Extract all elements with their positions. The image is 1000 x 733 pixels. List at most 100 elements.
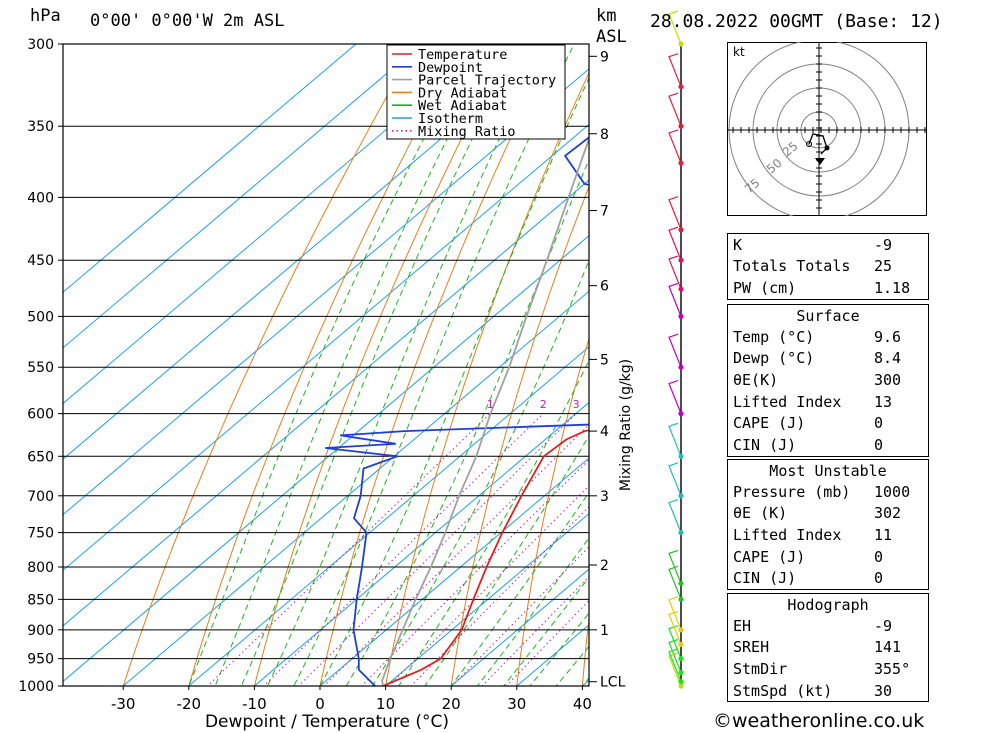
dry-adiabat-line xyxy=(385,71,589,686)
isotherm-line xyxy=(63,235,589,683)
hodograph-trace xyxy=(808,133,828,155)
wind-barb xyxy=(668,648,684,685)
km-tick-label: 9 xyxy=(600,49,609,65)
pressure-tick-label: 700 xyxy=(27,489,54,505)
mixing-ratio-line xyxy=(206,413,491,686)
indices-table: K -9 Totals Totals 25 PW (cm) 1.18 xyxy=(727,233,929,300)
mixing-ratio-line xyxy=(360,459,589,686)
wind-barb xyxy=(668,638,684,676)
pressure-tick-label: 300 xyxy=(27,37,54,53)
wet-adiabat-line xyxy=(424,434,589,686)
mixing-ratio-line xyxy=(481,575,589,686)
km-tick-label: 5 xyxy=(600,352,609,368)
temperature-tick-label: 0 xyxy=(315,695,325,713)
hodograph-unit-label: kt xyxy=(733,45,745,59)
legend-item-label: Isotherm xyxy=(418,111,483,127)
indices-row-pw: PW (cm) 1.18 xyxy=(733,278,911,297)
km-tick-label: 1 xyxy=(600,623,609,639)
wind-barb xyxy=(668,226,684,263)
wet-adiabat-line xyxy=(266,44,547,686)
legend-item-label: Mixing Ratio xyxy=(418,124,516,140)
dry-adiabat-line xyxy=(122,44,418,686)
temperature-tick-label: 10 xyxy=(376,695,395,713)
km-tick-label: 8 xyxy=(600,127,609,143)
dry-adiabat-line xyxy=(963,7,1000,712)
wind-barb xyxy=(668,333,684,370)
legend-item-label: Parcel Trajectory xyxy=(418,73,556,89)
isotherm-line xyxy=(63,44,423,349)
pressure-tick-label: 800 xyxy=(27,560,54,576)
hodograph-table: Hodograph EH -9 SREH 141 StmDir 355° StmSpd… xyxy=(727,593,929,703)
isotherm-line xyxy=(188,346,589,686)
dry-adiabat-line xyxy=(188,44,464,686)
surface-title: Surface xyxy=(796,307,860,325)
isotherm-line xyxy=(384,512,589,686)
isotherm-line xyxy=(63,179,589,627)
hpa-unit-label: hPa xyxy=(30,6,61,26)
surface-table: Surface Temp (°C) 9.6 Dewp (°C) 8.4 θE(K) 3… xyxy=(727,304,929,457)
temperature-tick-label: 20 xyxy=(442,695,461,713)
legend-item-label: Dry Adiabat xyxy=(418,85,507,101)
isotherm-line xyxy=(63,44,357,293)
pressure-tick-label: 550 xyxy=(27,360,54,376)
most-unstable-table: Most Unstable Pressure (mb) 1000 θE (K) 30… xyxy=(727,459,929,590)
km-tick-label: 7 xyxy=(600,204,609,220)
wet-adiabat-line xyxy=(214,44,498,686)
pressure-tick-label: 950 xyxy=(27,652,54,668)
hodograph-table-title: Hodograph xyxy=(787,596,869,614)
pressure-tick-label: 1000 xyxy=(18,679,54,695)
most-unstable-title: Most Unstable xyxy=(769,462,887,480)
wind-barb xyxy=(668,610,684,648)
wind-barb xyxy=(668,596,684,633)
wind-barb xyxy=(668,255,684,292)
temperature-tick-label: 30 xyxy=(507,695,526,713)
credit-link[interactable]: ©weatheronline.co.uk xyxy=(713,710,925,732)
plot-area xyxy=(63,7,1000,712)
isotherm-line xyxy=(122,290,589,686)
legend-item-label: Dewpoint xyxy=(418,60,483,76)
km-unit-label: km xyxy=(596,6,617,26)
mixing-ratio-axis-label: Mixing Ratio (g/kg) xyxy=(618,359,634,491)
wind-barb xyxy=(668,380,684,417)
isotherm-line xyxy=(319,457,589,686)
wind-barb xyxy=(668,499,684,536)
temperature-tick-label: -10 xyxy=(242,695,267,713)
mixing-ratio-line xyxy=(505,599,589,686)
pressure-tick-label: 600 xyxy=(27,407,54,423)
location-title: 0°00' 0°00'W 2m ASL xyxy=(90,11,285,31)
wet-adiabat-line xyxy=(319,77,589,686)
mixing-ratio-line xyxy=(323,424,589,686)
legend-item-label: Temperature xyxy=(418,47,507,63)
wind-barb xyxy=(668,53,684,90)
wind-barb xyxy=(668,129,684,166)
asl-unit-label: ASL xyxy=(596,27,627,47)
temperature-line xyxy=(382,429,589,686)
km-tick-label: LCL xyxy=(600,675,626,691)
wet-adiabat-line xyxy=(371,259,589,686)
dry-adiabat-line xyxy=(253,44,511,686)
mixing-ratio-label: 1 xyxy=(487,398,494,411)
temperature-tick-label: -30 xyxy=(111,695,136,713)
km-tick-label: 2 xyxy=(600,558,609,574)
km-tick-label: 6 xyxy=(600,279,609,295)
indices-row-k: K -9 xyxy=(733,235,893,254)
legend-item-label: Wet Adiabat xyxy=(418,98,507,114)
wind-barb xyxy=(668,92,684,129)
wet-adiabat-line xyxy=(345,158,589,686)
temperature-tick-label: 40 xyxy=(573,695,592,713)
pressure-tick-label: 350 xyxy=(27,119,54,135)
wind-barb xyxy=(668,422,684,459)
pressure-tick-label: 450 xyxy=(27,253,54,269)
isotherm-line xyxy=(253,401,589,686)
pressure-tick-label: 500 xyxy=(27,309,54,325)
parcel-trajectory-line xyxy=(381,136,589,686)
wet-adiabat-line xyxy=(188,44,475,686)
pressure-tick-label: 900 xyxy=(27,623,54,639)
x-axis-label: Dewpoint / Temperature (°C) xyxy=(205,712,449,732)
km-tick-label: 4 xyxy=(600,424,609,440)
temperature-tick-label: -20 xyxy=(177,695,202,713)
dry-adiabat-line xyxy=(516,336,589,686)
